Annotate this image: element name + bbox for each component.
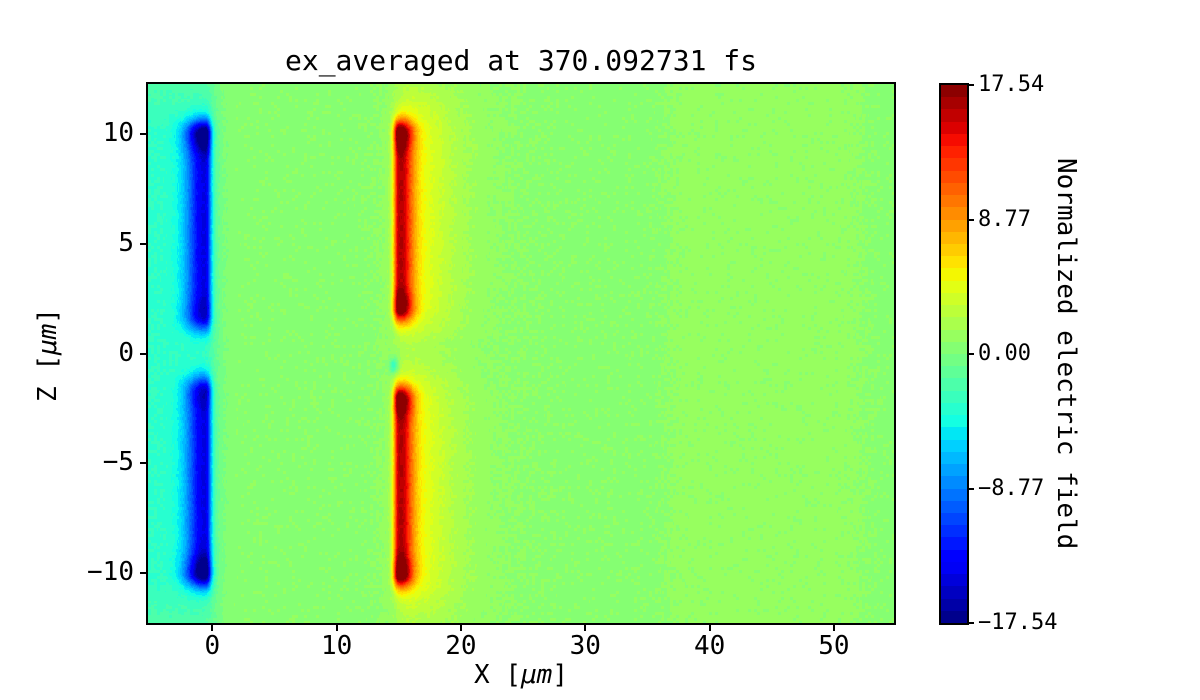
colorbar-tick-label: 17.54 bbox=[978, 72, 1045, 97]
colorbar-label: Normalized electric field bbox=[1051, 158, 1081, 550]
z-tick-label: 5 bbox=[118, 227, 134, 258]
colorbar-tick-label: −17.54 bbox=[978, 610, 1058, 635]
x-tick-mark bbox=[335, 623, 338, 631]
x-tick-mark bbox=[584, 623, 587, 631]
colorbar-tick-mark bbox=[967, 84, 974, 86]
y-axis-label-text: Z [ bbox=[33, 355, 63, 402]
x-tick-label: 50 bbox=[818, 631, 850, 661]
x-tick-mark bbox=[459, 623, 462, 631]
heatmap-image bbox=[148, 84, 894, 623]
colorbar-tick-mark bbox=[967, 622, 974, 624]
z-tick-mark bbox=[140, 352, 148, 355]
x-tick-mark bbox=[708, 623, 711, 631]
x-axis-label-text: X [ bbox=[474, 660, 521, 690]
colorbar-tick-mark bbox=[967, 487, 974, 490]
z-tick-mark bbox=[140, 462, 148, 465]
x-tick-label: 20 bbox=[445, 631, 477, 661]
z-tick-label: 0 bbox=[118, 337, 134, 368]
y-axis-label: Z [μm] bbox=[33, 245, 63, 465]
z-tick-label: 10 bbox=[102, 118, 134, 149]
x-tick-mark bbox=[211, 623, 214, 631]
z-tick-mark bbox=[140, 242, 148, 245]
x-axis-label: X [μm] bbox=[148, 660, 894, 690]
z-tick-mark bbox=[140, 571, 148, 574]
colorbar-tick-label: −8.77 bbox=[978, 475, 1045, 501]
x-axis-label-close: ] bbox=[552, 660, 568, 690]
x-axis-label-unit: μm bbox=[521, 660, 553, 690]
x-tick-mark bbox=[832, 623, 835, 631]
x-tick-label: 0 bbox=[204, 631, 221, 661]
x-tick-label: 10 bbox=[320, 631, 353, 661]
x-tick-label: 30 bbox=[569, 631, 601, 661]
colorbar-tick-mark bbox=[967, 218, 974, 221]
y-axis-label-unit: μm bbox=[33, 323, 63, 355]
colorbar-tick-label: 8.77 bbox=[978, 206, 1031, 232]
chart-title: ex_averaged at 370.092731 fs bbox=[284, 44, 757, 77]
colorbar bbox=[941, 85, 967, 623]
y-axis-label-close: ] bbox=[33, 308, 63, 324]
colorbar-tick-mark bbox=[967, 353, 974, 355]
z-tick-mark bbox=[140, 133, 148, 136]
z-tick-label: −5 bbox=[102, 447, 134, 478]
z-tick-label: −10 bbox=[87, 556, 134, 587]
colorbar-tick-label: 0.00 bbox=[978, 341, 1031, 366]
x-tick-label: 40 bbox=[693, 631, 726, 661]
